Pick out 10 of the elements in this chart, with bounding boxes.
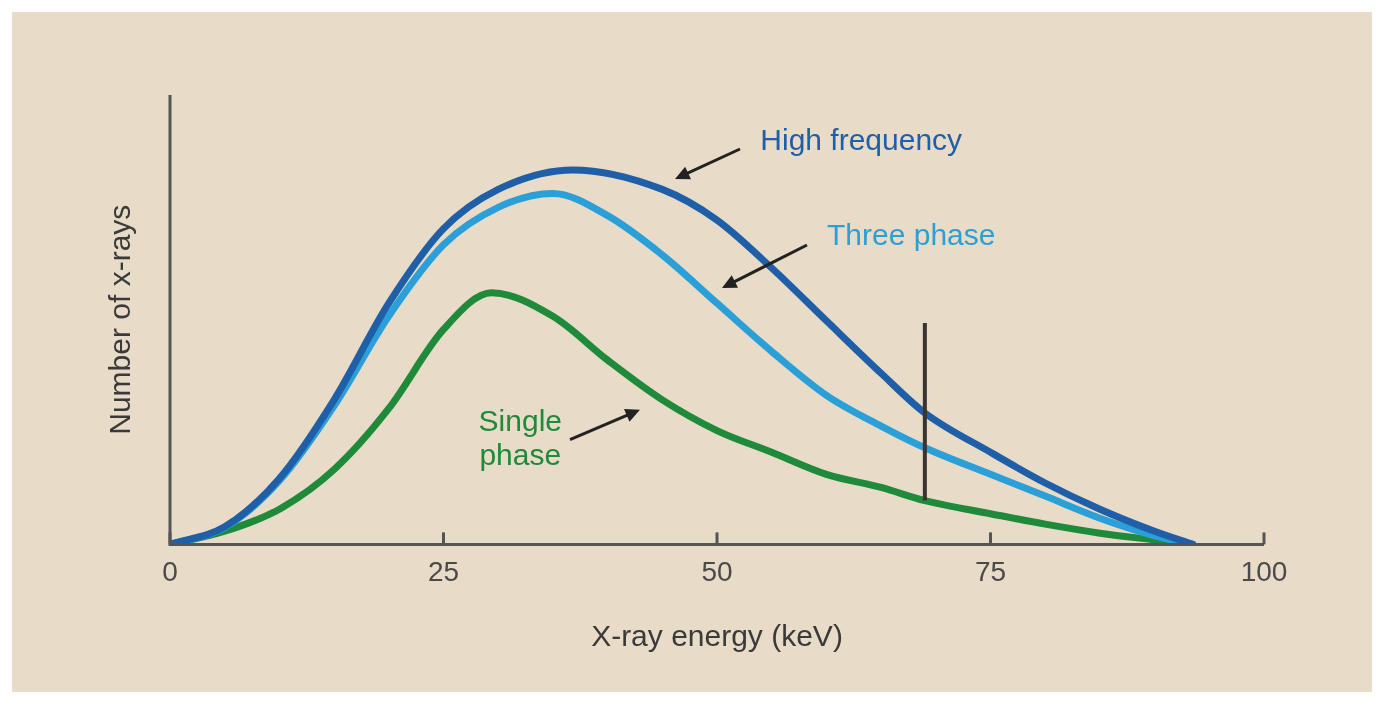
text: Three phase xyxy=(827,218,996,252)
x-tick-label: 50 xyxy=(701,555,733,587)
y-axis-title: Number of x-rays xyxy=(103,204,137,435)
x-tick-label: 75 xyxy=(974,555,1007,587)
x-tick-label: 25 xyxy=(427,555,460,587)
text: Single phase xyxy=(478,404,562,472)
x-tick-label: 100 xyxy=(1240,555,1288,587)
x-tick-label: 0 xyxy=(162,555,178,587)
text: High frequency xyxy=(760,122,963,156)
x-axis-title: X-ray energy (keV) xyxy=(591,619,843,653)
